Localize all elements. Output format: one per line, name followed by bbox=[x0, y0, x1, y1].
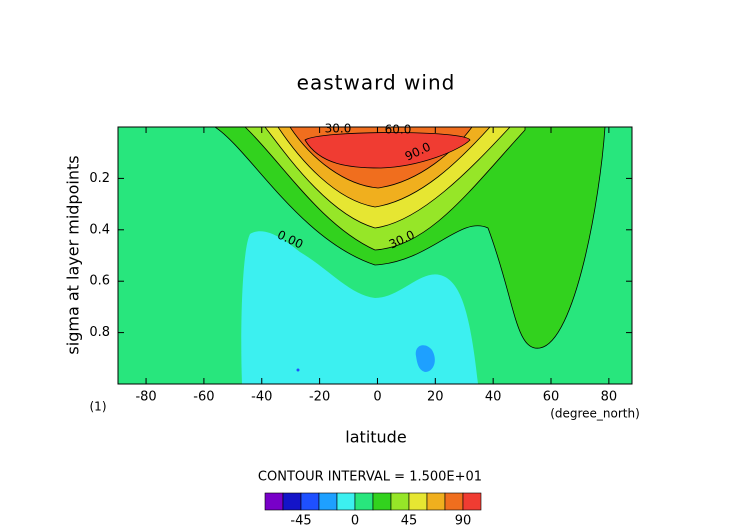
colorbar-box bbox=[354, 492, 374, 511]
x-tick-label: 0 bbox=[373, 390, 381, 405]
colorbar-box bbox=[408, 492, 428, 511]
y-axis-unit: (1) bbox=[90, 400, 107, 414]
x-tick-label: -80 bbox=[135, 390, 156, 405]
contour-region bbox=[415, 345, 435, 372]
contour-label: 60.0 bbox=[385, 123, 412, 137]
contour-label: 30.0 bbox=[325, 122, 352, 136]
contour-region bbox=[241, 231, 478, 384]
contour-interval: CONTOUR INTERVAL = 1.500E+01 bbox=[258, 470, 482, 485]
colorbar-box bbox=[264, 492, 284, 511]
x-tick-label: 40 bbox=[485, 390, 502, 405]
colorbar-box bbox=[318, 492, 338, 511]
contour-region bbox=[304, 132, 471, 169]
colorbar-label: 0 bbox=[351, 514, 359, 529]
y-tick-label: 0.8 bbox=[89, 325, 110, 340]
x-tick-label: 60 bbox=[543, 390, 560, 405]
colorbar-box bbox=[300, 492, 320, 511]
colorbar-label: 45 bbox=[401, 514, 418, 529]
x-tick-label: 20 bbox=[427, 390, 444, 405]
y-tick-label: 0.2 bbox=[89, 171, 110, 186]
colorbar-label: 90 bbox=[455, 514, 472, 529]
chart-title: eastward wind bbox=[297, 71, 456, 95]
colorbar-label: -45 bbox=[290, 514, 311, 529]
x-axis-label: latitude bbox=[345, 428, 406, 447]
y-axis-label: sigma at layer midpoints bbox=[64, 155, 83, 354]
colorbar-box bbox=[390, 492, 410, 511]
plot-frame bbox=[117, 126, 633, 385]
colorbar-box bbox=[426, 492, 446, 511]
x-tick-label: -20 bbox=[309, 390, 330, 405]
x-tick-label: -40 bbox=[251, 390, 272, 405]
colorbar-box bbox=[282, 492, 302, 511]
x-tick-label: 80 bbox=[601, 390, 618, 405]
contour-dot bbox=[296, 368, 300, 372]
colorbar-box bbox=[336, 492, 356, 511]
x-axis-unit: (degree_north) bbox=[550, 407, 640, 421]
colorbar-box bbox=[444, 492, 464, 511]
colorbar-box bbox=[372, 492, 392, 511]
y-tick-label: 0.4 bbox=[89, 222, 110, 237]
y-tick-label: 0.6 bbox=[89, 274, 110, 289]
colorbar-box bbox=[462, 492, 482, 511]
x-tick-label: -60 bbox=[193, 390, 214, 405]
